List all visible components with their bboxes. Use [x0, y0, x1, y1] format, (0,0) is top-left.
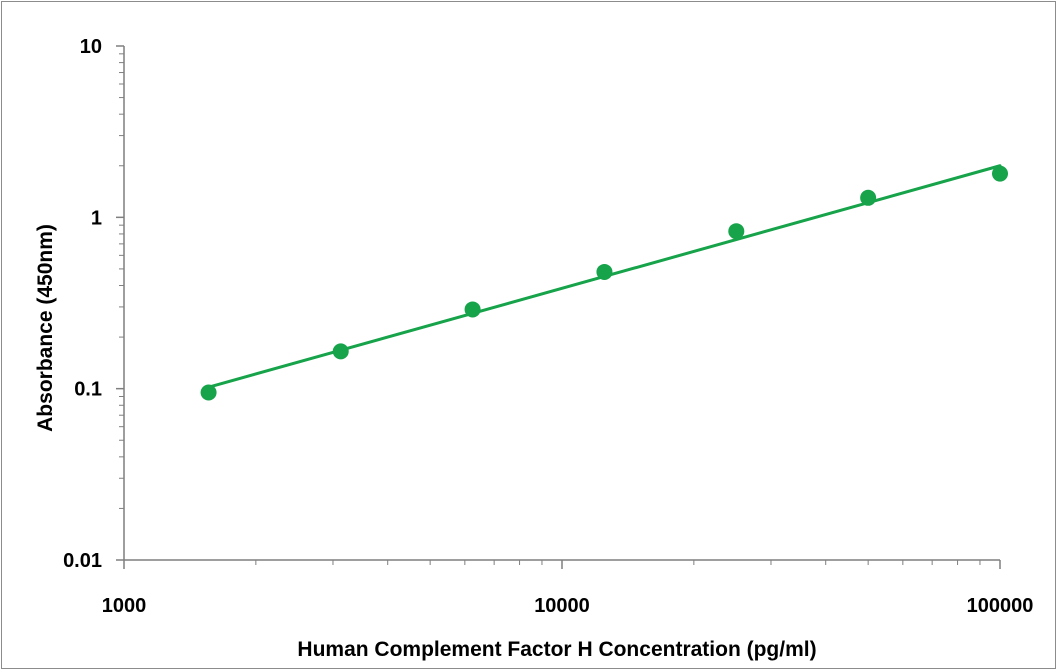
data-point [332, 343, 349, 360]
data-point [860, 189, 877, 206]
axes [116, 45, 1001, 569]
data-points [200, 165, 1008, 401]
data-point [200, 384, 217, 401]
y-axis-label: Absorbance (450nm) [34, 224, 57, 432]
x-tick-label: 1000 [102, 595, 147, 617]
x-axis-label: Human Complement Factor H Concentration … [297, 638, 816, 661]
y-tick-label: 1 [91, 207, 102, 229]
data-point [464, 301, 481, 318]
tick-labels: 0.01 0.1 1 10 1000 10000 100000 [63, 36, 1033, 617]
data-point [728, 223, 745, 240]
y-tick-label: 0.01 [63, 550, 102, 572]
x-tick-label: 100000 [967, 595, 1034, 617]
x-tick-label: 10000 [534, 595, 590, 617]
data-point [992, 165, 1008, 182]
y-tick-label: 10 [80, 36, 102, 58]
y-tick-label: 0.1 [74, 379, 102, 401]
data-point [596, 263, 613, 280]
